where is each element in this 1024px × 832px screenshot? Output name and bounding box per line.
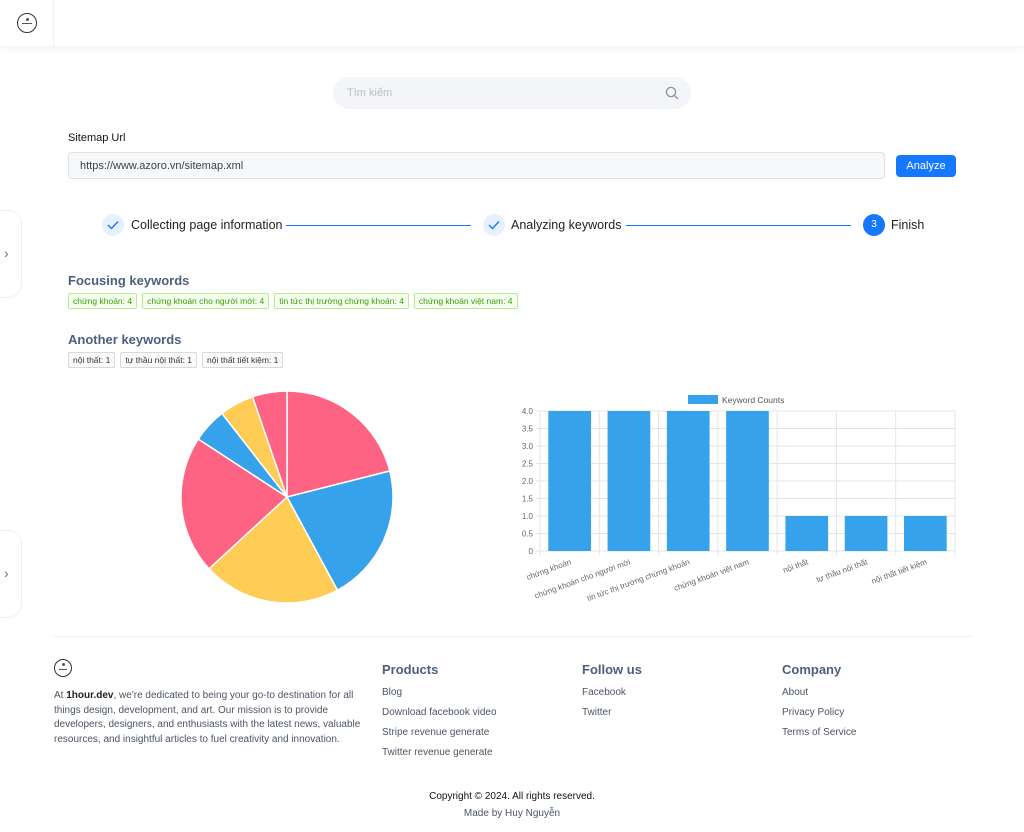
- legend-swatch[interactable]: [688, 395, 718, 404]
- keyword-tag: chứng khoán: 4: [68, 293, 138, 309]
- step-connector-1: [286, 225, 471, 226]
- focusing-keywords-tags: chứng khoán: 4 chứng khoán cho người mới…: [68, 293, 518, 309]
- chevron-right-icon: ›: [4, 245, 9, 261]
- step-1-icon: [102, 214, 124, 236]
- x-tick-label: nội thất tiết kiệm: [870, 557, 928, 585]
- y-tick-label: 2.0: [522, 477, 534, 486]
- side-toggle-top[interactable]: ›: [0, 210, 22, 298]
- focusing-keywords-title: Focusing keywords: [68, 273, 190, 288]
- check-icon: [107, 221, 119, 230]
- x-tick-label: tự thầu nội thất: [815, 557, 869, 584]
- x-tick-label: chứng khoán: [525, 557, 572, 581]
- footer-link-terms[interactable]: Terms of Service: [782, 727, 857, 738]
- pie-slice: [285, 470, 394, 592]
- y-tick-label: 0: [529, 547, 534, 556]
- footer-link-about[interactable]: About: [782, 687, 809, 698]
- x-tick-label: nội thất: [782, 557, 810, 575]
- sitemap-url-input[interactable]: [68, 152, 885, 179]
- top-bar: [0, 0, 1024, 46]
- search-input[interactable]: Tìm kiếm: [333, 77, 691, 109]
- logo-icon: [54, 659, 72, 677]
- y-tick-label: 4.0: [522, 407, 534, 416]
- step-connector-2: [626, 225, 851, 226]
- step-3-icon: 3: [863, 214, 885, 236]
- footer-link-twitter-revenue[interactable]: Twitter revenue generate: [382, 747, 493, 758]
- step-2-label: Analyzing keywords: [511, 218, 622, 232]
- x-tick-label: chứng khoán cho người mới: [533, 557, 631, 600]
- company-title: Company: [782, 662, 842, 677]
- logo-link[interactable]: [0, 0, 54, 46]
- bar[interactable]: [726, 411, 769, 551]
- keyword-tag: tin tức thị trường chứng khoán: 4: [274, 293, 409, 309]
- y-tick-label: 2.5: [522, 460, 534, 469]
- y-tick-label: 1.0: [522, 512, 534, 521]
- made-by-link[interactable]: Made by Huy Nguyễn: [463, 808, 561, 819]
- keyword-tag: chứng khoán cho người mới: 4: [142, 293, 270, 309]
- pie-slice: [207, 495, 339, 604]
- search-placeholder: Tìm kiếm: [347, 87, 393, 99]
- y-tick-label: 3.5: [522, 425, 534, 434]
- sitemap-label: Sitemap Url: [68, 132, 126, 144]
- footer-link-download-facebook-video[interactable]: Download facebook video: [382, 707, 497, 718]
- footer-link-stripe-revenue[interactable]: Stripe revenue generate: [382, 727, 490, 738]
- side-toggle-bottom[interactable]: ›: [0, 530, 22, 618]
- bar[interactable]: [844, 516, 888, 551]
- pie-slice: [180, 437, 289, 570]
- y-tick-label: 0.5: [522, 530, 534, 539]
- footer-link-twitter[interactable]: Twitter: [582, 707, 612, 718]
- bar[interactable]: [666, 411, 710, 551]
- footer-link-blog[interactable]: Blog: [382, 687, 403, 698]
- footer-link-facebook[interactable]: Facebook: [582, 687, 626, 698]
- pie-slice: [251, 390, 288, 498]
- bar[interactable]: [607, 411, 651, 551]
- follow-us-title: Follow us: [582, 662, 642, 677]
- step-3-label: Finish: [891, 218, 925, 232]
- step-1-label: Collecting page information: [131, 218, 283, 232]
- footer-about: At 1hour.dev, we're dedicated to being y…: [54, 690, 361, 745]
- bar[interactable]: [904, 516, 947, 551]
- keyword-bar-chart: Keyword Counts 4.0 3.5 3.0 2.5 2.0 1.5 1.0 0.5 0c…: [522, 395, 956, 603]
- analyze-button[interactable]: Analyze: [896, 155, 956, 177]
- check-icon: [488, 221, 500, 230]
- keyword-tag: nội thất tiết kiệm: 1: [202, 352, 284, 368]
- search-icon[interactable]: [664, 85, 680, 101]
- products-title: Products: [382, 662, 439, 677]
- another-keywords-title: Another keywords: [68, 332, 182, 347]
- keyword-tag: chứng khoán việt nam: 4: [413, 293, 518, 309]
- keyword-tag: nội thất: 1: [68, 352, 116, 368]
- brand-name: 1hour.dev: [66, 690, 114, 701]
- bar[interactable]: [548, 411, 591, 551]
- step-2-icon: [483, 214, 505, 236]
- another-keywords-tags: nội thất: 1 tự thầu nội thất: 1 nội thất…: [68, 352, 284, 368]
- footer-divider: [54, 636, 972, 637]
- footer-link-privacy[interactable]: Privacy Policy: [782, 707, 845, 718]
- bar[interactable]: [785, 516, 829, 551]
- copyright: Copyright © 2024. All rights reserved.: [429, 791, 595, 802]
- y-tick-label: 3.0: [522, 442, 534, 451]
- chevron-right-icon: ›: [4, 565, 9, 581]
- x-tick-label: tin tức thị trường chứng khoán: [586, 557, 691, 603]
- legend-label[interactable]: Keyword Counts: [722, 395, 784, 405]
- logo-icon: [17, 13, 37, 33]
- keyword-pie-chart: [180, 390, 394, 604]
- y-tick-label: 1.5: [522, 495, 534, 504]
- keyword-tag: tự thầu nội thất: 1: [120, 352, 198, 368]
- pie-slice: [286, 390, 391, 498]
- footer-logo[interactable]: [54, 659, 72, 677]
